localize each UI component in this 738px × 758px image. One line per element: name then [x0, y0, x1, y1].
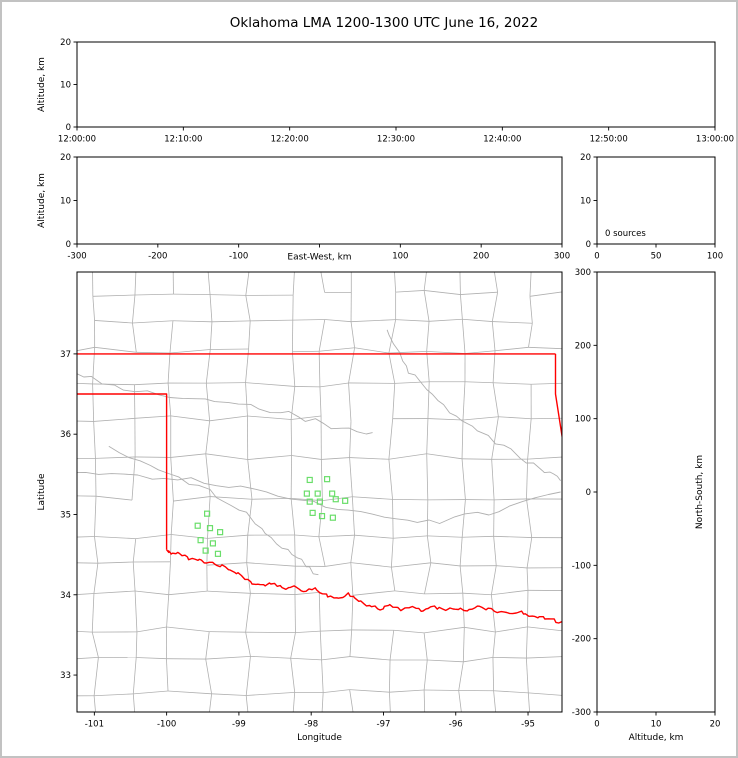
svg-text:0: 0 [594, 720, 599, 730]
lma-station-marker [202, 547, 209, 554]
svg-text:0: 0 [66, 123, 71, 133]
svg-text:-100: -100 [229, 252, 248, 262]
svg-text:20: 20 [580, 153, 591, 163]
svg-text:-100: -100 [157, 720, 176, 730]
svg-text:0: 0 [594, 252, 599, 262]
svg-text:100: 100 [707, 252, 723, 262]
svg-text:-95: -95 [521, 720, 535, 730]
time_altitude-panel: 12:00:00 12:10:00 12:20:00 12:30:00 12:40:00… [37, 38, 734, 145]
lma-station-marker [329, 514, 336, 521]
figure-title: Oklahoma LMA 1200-1300 UTC June 16, 2022 [229, 15, 539, 31]
lma-station-marker [323, 476, 331, 483]
svg-text:20: 20 [60, 38, 71, 48]
lma-station-marker [204, 510, 211, 517]
altitude_histogram-panel: 0 50 100 0 10 20 0 sources [580, 153, 723, 262]
lma-station-marker [318, 512, 326, 520]
lma-station-marker [206, 525, 214, 532]
lma-station-marker [314, 490, 321, 497]
lma-station-marker [214, 550, 222, 557]
lma-station-marker [342, 497, 349, 504]
svg-text:12:30:00: 12:30:00 [377, 135, 415, 145]
svg-text:North-South, km: North-South, km [695, 455, 705, 529]
lma-station-marker [217, 529, 224, 536]
svg-text:20: 20 [710, 720, 721, 730]
svg-text:Longitude: Longitude [297, 733, 342, 743]
svg-text:-200: -200 [572, 635, 591, 645]
lma-station-marker [316, 498, 323, 505]
lma-station-marker [329, 490, 336, 497]
svg-text:36: 36 [60, 430, 71, 440]
lma-station-marker [209, 540, 216, 547]
svg-text:-98: -98 [304, 720, 318, 730]
svg-text:-99: -99 [232, 720, 246, 730]
lma-station-marker [332, 496, 339, 503]
river-lines [77, 329, 561, 576]
svg-text:East-West, km: East-West, km [287, 253, 351, 263]
ew_altitude-panel: -300 -200 -100 100 200 300 0 10 20 East-West, km A… [37, 153, 570, 263]
svg-text:10: 10 [60, 81, 71, 91]
state-border [77, 353, 562, 624]
svg-text:0: 0 [66, 240, 71, 250]
svg-text:20: 20 [60, 153, 71, 163]
svg-text:-100: -100 [572, 561, 591, 571]
svg-text:Latitude: Latitude [37, 473, 47, 511]
svg-text:Altitude, km: Altitude, km [629, 733, 684, 743]
svg-text:12:50:00: 12:50:00 [590, 135, 628, 145]
county-lines [77, 272, 562, 712]
svg-text:-101: -101 [85, 720, 104, 730]
plan_view_map-panel: -101 -100 -99 -98 -97 -96 -95 33 34 35 36 37 Longitu… [37, 271, 563, 743]
svg-text:33: 33 [60, 671, 71, 681]
lma-station-marker [197, 537, 204, 544]
svg-text:-300: -300 [67, 252, 86, 262]
svg-text:35: 35 [60, 510, 71, 520]
svg-text:0 sources: 0 sources [605, 229, 646, 239]
svg-text:0: 0 [586, 488, 591, 498]
svg-text:-97: -97 [377, 720, 391, 730]
svg-text:12:40:00: 12:40:00 [483, 135, 521, 145]
svg-text:-200: -200 [148, 252, 167, 262]
svg-text:Altitude, km: Altitude, km [37, 173, 47, 228]
lma-station-marker [306, 498, 313, 505]
svg-text:34: 34 [60, 591, 71, 601]
svg-text:100: 100 [575, 415, 591, 425]
svg-text:37: 37 [60, 350, 71, 360]
svg-text:10: 10 [651, 720, 662, 730]
lma-stations [194, 476, 349, 557]
svg-text:100: 100 [392, 252, 408, 262]
lma-station-marker [309, 509, 316, 516]
svg-text:13:00:00: 13:00:00 [696, 135, 734, 145]
svg-text:300: 300 [575, 268, 591, 278]
svg-text:12:10:00: 12:10:00 [164, 135, 202, 145]
svg-text:10: 10 [580, 197, 591, 207]
lma-station-marker [306, 476, 313, 484]
svg-text:200: 200 [575, 341, 591, 351]
ns_altitude-panel: 0 10 20 -300 -200 -100 0 100 200 300 Altitude, km N… [572, 268, 721, 743]
svg-text:Altitude, km: Altitude, km [37, 57, 47, 112]
svg-text:-96: -96 [449, 720, 463, 730]
svg-text:200: 200 [473, 252, 489, 262]
svg-text:10: 10 [60, 197, 71, 207]
svg-text:300: 300 [554, 252, 570, 262]
svg-text:12:20:00: 12:20:00 [271, 135, 309, 145]
svg-text:0: 0 [586, 240, 591, 250]
svg-text:-300: -300 [572, 708, 591, 718]
svg-text:50: 50 [651, 252, 662, 262]
lma-station-marker [194, 522, 201, 529]
lma-station-marker [303, 490, 310, 497]
svg-text:12:00:00: 12:00:00 [58, 135, 96, 145]
